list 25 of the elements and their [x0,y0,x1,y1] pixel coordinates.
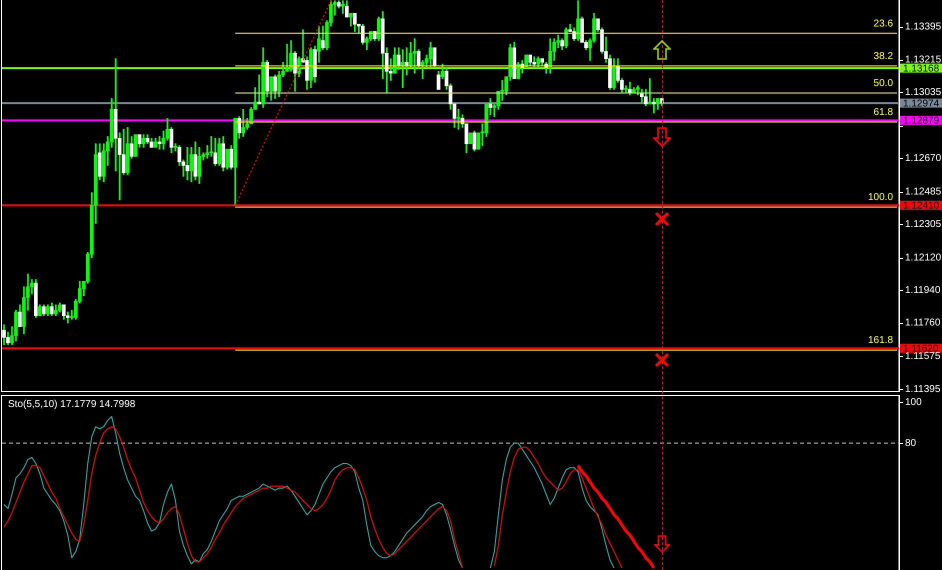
y-tick-label: 1.12485 [905,186,942,198]
series-label: 23.6 [874,18,894,30]
y-tick-label: 1.12120 [905,252,942,264]
ref-line-label: 1.13168 [903,63,940,74]
series-label: 50.0 [874,78,894,90]
candlestick [158,136,162,150]
y-tick-label: 1.11760 [905,318,941,329]
chart-title: Sto(5,5,10) 17.1779 14.7998 [8,398,136,410]
series-label: 38.2 [874,50,894,62]
ref-line-label: 1.12879 [903,116,940,127]
y-tick-label: 80 [905,438,917,449]
y-tick-label: 1.11395 [905,384,941,395]
y-tick-label: 1.13035 [905,86,942,98]
ref-line-label: 1.12410 [903,200,940,212]
y-tick-label: 1.12670 [905,152,942,164]
y-tick-label: 1.13215 [905,54,942,66]
series-label: 161.8 [868,335,894,346]
series-label: 61.8 [874,107,894,118]
series-label: 100.0 [868,192,894,204]
y-tick-label: 1.11940 [905,285,941,296]
y-tick-label: 1.13395 [905,22,942,33]
candlestick [456,109,460,130]
ref-line-label: 1.12974 [903,98,940,110]
y-tick-label: 100 [905,396,922,408]
y-tick-label: 1.12305 [905,219,942,230]
